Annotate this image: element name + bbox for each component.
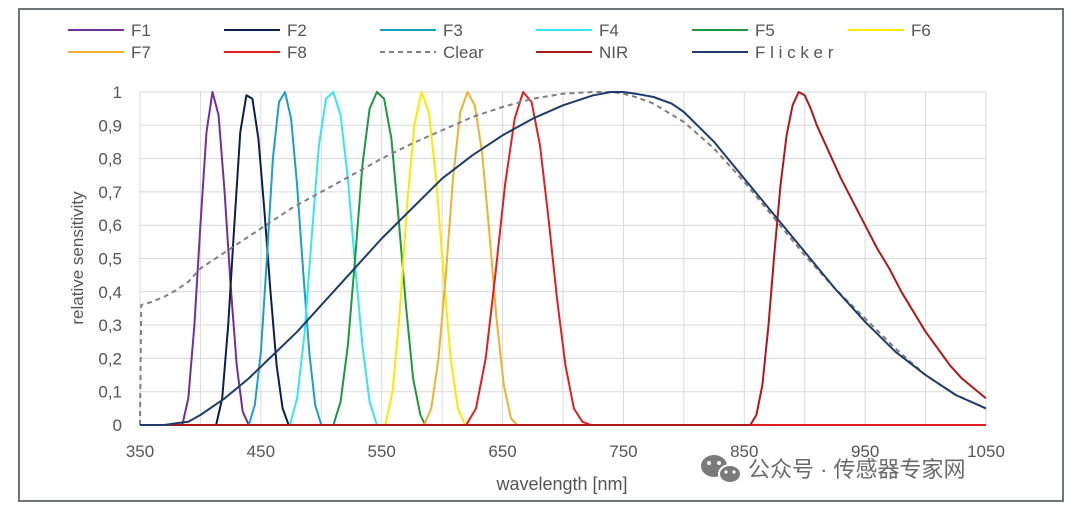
- y-tick-label: 0,2: [98, 349, 122, 368]
- y-tick-label: 0,8: [98, 150, 122, 169]
- watermark-text: 公众号 · 传感器专家网: [748, 457, 966, 482]
- series-line-0: [140, 91, 986, 426]
- legend-label: F4: [599, 21, 619, 40]
- legend-label: F5: [755, 21, 775, 40]
- y-tick-label: 0,3: [98, 316, 122, 335]
- series-line-2: [140, 91, 986, 426]
- legend-label: Clear: [443, 43, 484, 62]
- x-axis-title: wavelength [nm]: [495, 474, 627, 494]
- x-tick-label: 550: [368, 442, 396, 461]
- y-tick-label: 0,6: [98, 216, 122, 235]
- x-tick-label: 450: [247, 442, 275, 461]
- series-line-5: [140, 91, 986, 426]
- series-line-3: [140, 91, 986, 426]
- legend-label: F l i c k e r: [755, 43, 834, 62]
- series-line-9: [140, 91, 987, 426]
- legend-label: F3: [443, 21, 463, 40]
- y-tick-label: 0,1: [98, 383, 122, 402]
- x-tick-label: 350: [126, 442, 154, 461]
- y-tick-label: 0,7: [98, 183, 122, 202]
- y-tick-label: 1: [113, 83, 122, 102]
- x-tick-label: 850: [730, 442, 758, 461]
- y-tick-label: 0: [113, 416, 122, 435]
- series-line-7: [140, 91, 986, 426]
- series-line-10: [140, 91, 987, 426]
- legend-label: F2: [287, 21, 307, 40]
- y-tick-label: 0,4: [98, 283, 122, 302]
- x-tick-label: 950: [851, 442, 879, 461]
- y-tick-label: 0,5: [98, 250, 122, 269]
- axis-layer: 0 0,1 0,2 0,3 0,4 0,5 0,6 0,7 0,8 0,9 1 350 450 550 65…: [98, 83, 1005, 461]
- y-tick-label: 0,9: [98, 116, 122, 135]
- series-layer: [139, 91, 987, 426]
- legend-label: NIR: [599, 43, 628, 62]
- legend-label: F1: [131, 21, 151, 40]
- x-tick-label: 750: [609, 442, 637, 461]
- series-line-1: [140, 94, 986, 426]
- legend-label: F8: [287, 43, 307, 62]
- series-line-6: [140, 91, 986, 426]
- x-tick-label: 1050: [967, 442, 1005, 461]
- series-line-8: [139, 91, 987, 426]
- legend-label: F6: [911, 21, 931, 40]
- series-line-4: [140, 91, 986, 426]
- watermark: 公众号 · 传感器专家网: [701, 455, 966, 484]
- x-tick-label: 650: [488, 442, 516, 461]
- wechat-icon: [701, 455, 742, 484]
- legend-label: F7: [131, 43, 151, 62]
- legend: F1 F2 F3 F4 F5 F6 F7 F8 Clear NIR F l i c k e r: [68, 21, 931, 62]
- y-axis-title: relative sensitivity: [68, 191, 87, 325]
